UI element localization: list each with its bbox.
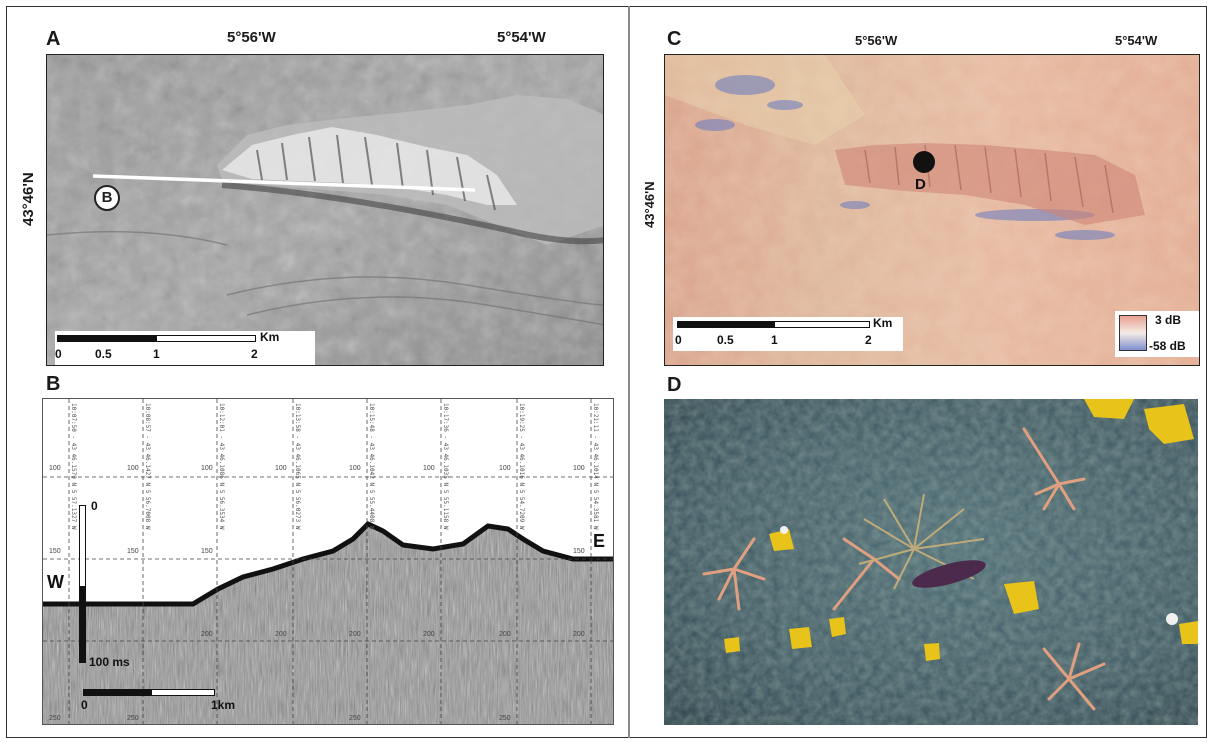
grid-label-200: 200: [349, 631, 361, 638]
backscatter-map: D Km 0 0.5 1 2 3 dB -58 dB: [664, 54, 1200, 366]
panel-c-scale-unit: Km: [873, 316, 893, 330]
grid-label-100: 100: [499, 465, 511, 472]
bathymetry-map: B Km 0 0.5 1 2: [46, 54, 604, 366]
grid-label-100: 100: [127, 465, 139, 472]
vertical-scale-black: [79, 587, 86, 663]
panel-c-lon-right: 5°54'W: [1115, 33, 1158, 48]
fix-label: 10:15:48 - 43 46.1042 N 5 55.4408 W: [368, 403, 375, 530]
horizontal-scale-right: 1km: [211, 698, 236, 712]
panel-c-scale-2: 2: [865, 333, 872, 347]
panel-a-scale-05: 0.5: [95, 347, 112, 361]
panel-c-label: C: [667, 28, 682, 50]
horizontal-scale-white: [151, 689, 215, 696]
seafloor-photo: [664, 399, 1198, 725]
panel-b-label: B: [46, 373, 61, 395]
fix-label: 10:17:36 - 43 46.1035 N 5 55.1158 W: [442, 403, 449, 530]
bathymetry-hillshade: [47, 55, 603, 365]
grid-label-200: 200: [423, 631, 435, 638]
vertical-scale-bottom: 100 ms: [89, 655, 130, 669]
grid-label-250: 250: [349, 715, 361, 722]
legend-low: -58 dB: [1149, 339, 1186, 353]
profile-b-marker: B: [94, 185, 120, 211]
grid-label-250: 250: [49, 715, 61, 722]
figure-frame: [6, 6, 1207, 738]
grid-label-100: 100: [573, 465, 585, 472]
site-d-marker: D: [915, 176, 926, 193]
grid-label-150: 150: [49, 548, 61, 555]
grid-label-150: 150: [573, 548, 585, 555]
panel-d-label: D: [667, 374, 682, 396]
fix-label: 10:08:57 - 43 46.1427 N 5 56.7008 W: [144, 403, 151, 530]
horizontal-scale-left: 0: [81, 698, 88, 712]
fix-label: 10:21:11 - 43 46.1014 N 5 54.3581 W: [592, 403, 599, 530]
panel-a-lat: 43°46'N: [20, 172, 37, 226]
grid-label-250: 250: [499, 715, 511, 722]
west-label: W: [47, 572, 64, 592]
panel-c-lon-left: 5°56'W: [855, 33, 898, 48]
grid-label-200: 200: [499, 631, 511, 638]
fix-label: 10:19:25 - 43 46.1016 N 5 54.7209 W: [518, 403, 525, 530]
panel-a-scale-2: 2: [251, 347, 258, 361]
panel-c-lat: 43°46'N: [642, 181, 657, 228]
grid-label-200: 200: [573, 631, 585, 638]
grid-label-200: 200: [275, 631, 287, 638]
panel-divider: [628, 6, 630, 738]
backscatter-legend: 3 dB -58 dB: [1115, 311, 1199, 357]
panel-c-scale-0: 0: [675, 333, 682, 347]
grid-label-100: 100: [49, 465, 61, 472]
fix-label: 10:13:58 - 43 46.1065 N 5 56.0273 W: [294, 403, 301, 530]
panel-a-scale-unit: Km: [260, 330, 280, 344]
grid-label-250: 250: [127, 715, 139, 722]
vertical-scale-top: 0: [91, 499, 98, 513]
seismic-profile: 10:07:50 - 43 46.1579 N 5 57.1327 W 10:0…: [42, 398, 614, 725]
grid-label-100: 100: [275, 465, 287, 472]
grid-label-200: 200: [201, 631, 213, 638]
east-label: E: [593, 531, 606, 551]
seismic-section: [43, 399, 613, 724]
grid-label-150: 150: [201, 548, 213, 555]
grid-label-100: 100: [423, 465, 435, 472]
panel-a-lon-left: 5°56'W: [227, 29, 276, 46]
vertical-scale-white: [79, 505, 86, 587]
grid-label-100: 100: [201, 465, 213, 472]
panel-c-scalebar: Km 0 0.5 1 2: [673, 316, 903, 351]
panel-a-scale-1: 1: [153, 347, 160, 361]
seafloor-photo-image: [664, 399, 1198, 725]
fix-label: 10:12:01 - 43 46.1086 N 5 56.3534 W: [218, 403, 225, 530]
legend-color-ramp: [1119, 315, 1147, 351]
panel-c-scale-1: 1: [771, 333, 778, 347]
panel-a-lon-right: 5°54'W: [497, 29, 546, 46]
fix-label: 10:07:50 - 43 46.1579 N 5 57.1327 W: [70, 403, 77, 530]
horizontal-scale-black: [83, 689, 151, 696]
grid-label-100: 100: [349, 465, 361, 472]
grid-label-150: 150: [127, 548, 139, 555]
panel-a-scale-0: 0: [55, 347, 62, 361]
panel-a-label: A: [46, 28, 61, 50]
panel-a-scalebar: Km 0 0.5 1 2: [55, 330, 315, 365]
backscatter-image: [665, 55, 1199, 365]
panel-c-scale-05: 0.5: [717, 333, 734, 347]
legend-high: 3 dB: [1155, 313, 1182, 327]
